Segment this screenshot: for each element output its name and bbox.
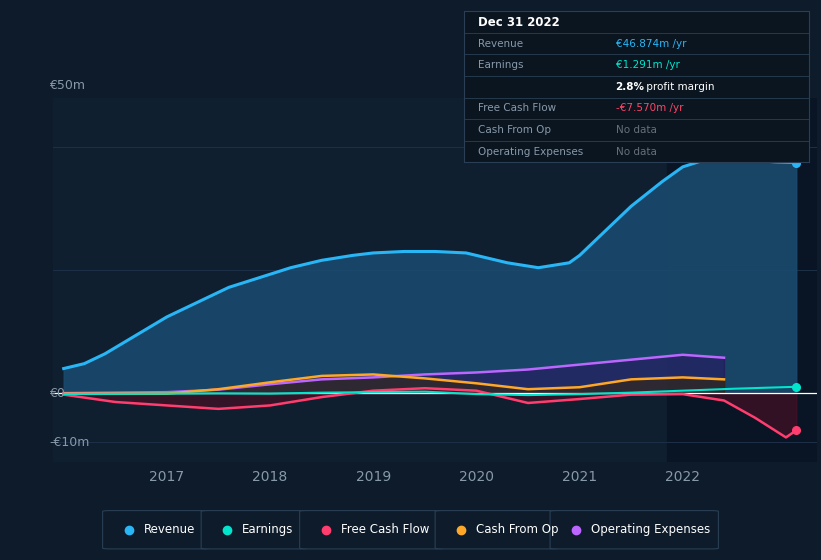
Text: No data: No data	[616, 147, 657, 157]
FancyBboxPatch shape	[201, 511, 308, 549]
Text: 2.8%: 2.8%	[616, 82, 644, 92]
Text: -€7.570m /yr: -€7.570m /yr	[616, 104, 683, 114]
Text: Revenue: Revenue	[478, 39, 523, 49]
Text: Dec 31 2022: Dec 31 2022	[478, 16, 559, 29]
Text: Earnings: Earnings	[242, 523, 294, 536]
Text: -€10m: -€10m	[49, 436, 89, 449]
Text: Free Cash Flow: Free Cash Flow	[341, 523, 429, 536]
Text: Free Cash Flow: Free Cash Flow	[478, 104, 556, 114]
FancyBboxPatch shape	[103, 511, 209, 549]
Text: €1.291m /yr: €1.291m /yr	[616, 60, 680, 70]
FancyBboxPatch shape	[550, 511, 718, 549]
Text: €46.874m /yr: €46.874m /yr	[616, 39, 686, 49]
Text: Cash From Op: Cash From Op	[478, 125, 551, 135]
Text: €0: €0	[49, 386, 65, 400]
Text: Revenue: Revenue	[144, 523, 195, 536]
Text: Operating Expenses: Operating Expenses	[591, 523, 710, 536]
FancyBboxPatch shape	[435, 511, 558, 549]
Text: Operating Expenses: Operating Expenses	[478, 147, 583, 157]
Text: profit margin: profit margin	[643, 82, 714, 92]
Text: Earnings: Earnings	[478, 60, 523, 70]
Bar	[667, 98, 821, 462]
FancyBboxPatch shape	[300, 511, 443, 549]
Text: Cash From Op: Cash From Op	[476, 523, 558, 536]
Text: €50m: €50m	[49, 80, 85, 92]
Text: No data: No data	[616, 125, 657, 135]
